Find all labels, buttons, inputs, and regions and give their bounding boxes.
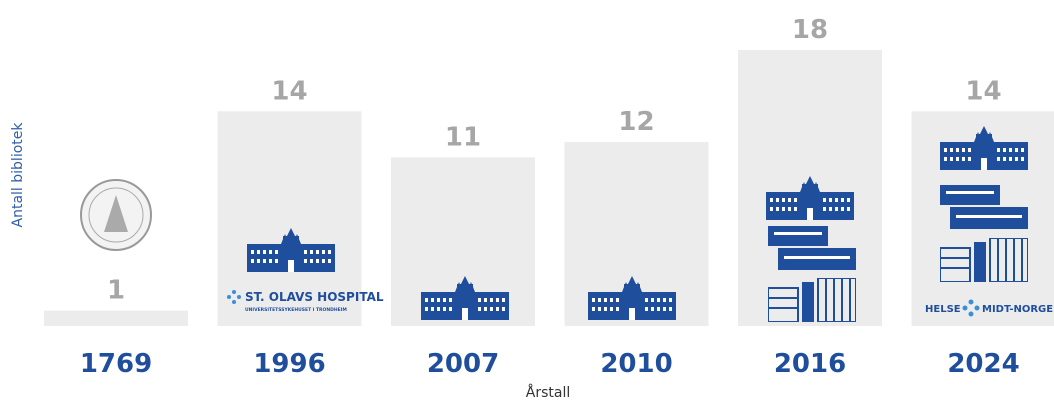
value-label: 11 [445,122,481,152]
x-tick-label: 2016 [774,349,846,379]
seal [80,179,152,251]
value-label: 18 [792,15,828,45]
x-tick-label: 2010 [600,349,672,379]
x-tick-label: 2007 [427,349,499,379]
bars [44,50,1054,326]
x-axis-label: Årstall [526,384,570,401]
x-tick-label: 2024 [947,349,1019,379]
logo-text: ST. OLAVS HOSPITAL [245,290,384,304]
x-tick-label: 1996 [253,349,325,379]
dots [227,290,980,317]
bar [217,111,362,326]
value-label: 1 [107,276,125,306]
value-label: 12 [618,107,654,137]
logo-text: HELSE [925,304,961,315]
value-label: 14 [271,76,307,106]
value-label: 14 [965,76,1001,106]
logo-text: MIDT-NORGE [982,304,1053,315]
x-tick-label: 1769 [80,349,152,379]
logo-subtext: UNIVERSITETSSYKEHUSET I TRONDHEIM [245,307,347,313]
icons: ST. OLAVS HOSPITAL UNIVERSITETSSYKEHUSET… [80,126,1053,322]
y-axis-label: Antall bibliotek [10,122,26,228]
bar [44,310,188,326]
